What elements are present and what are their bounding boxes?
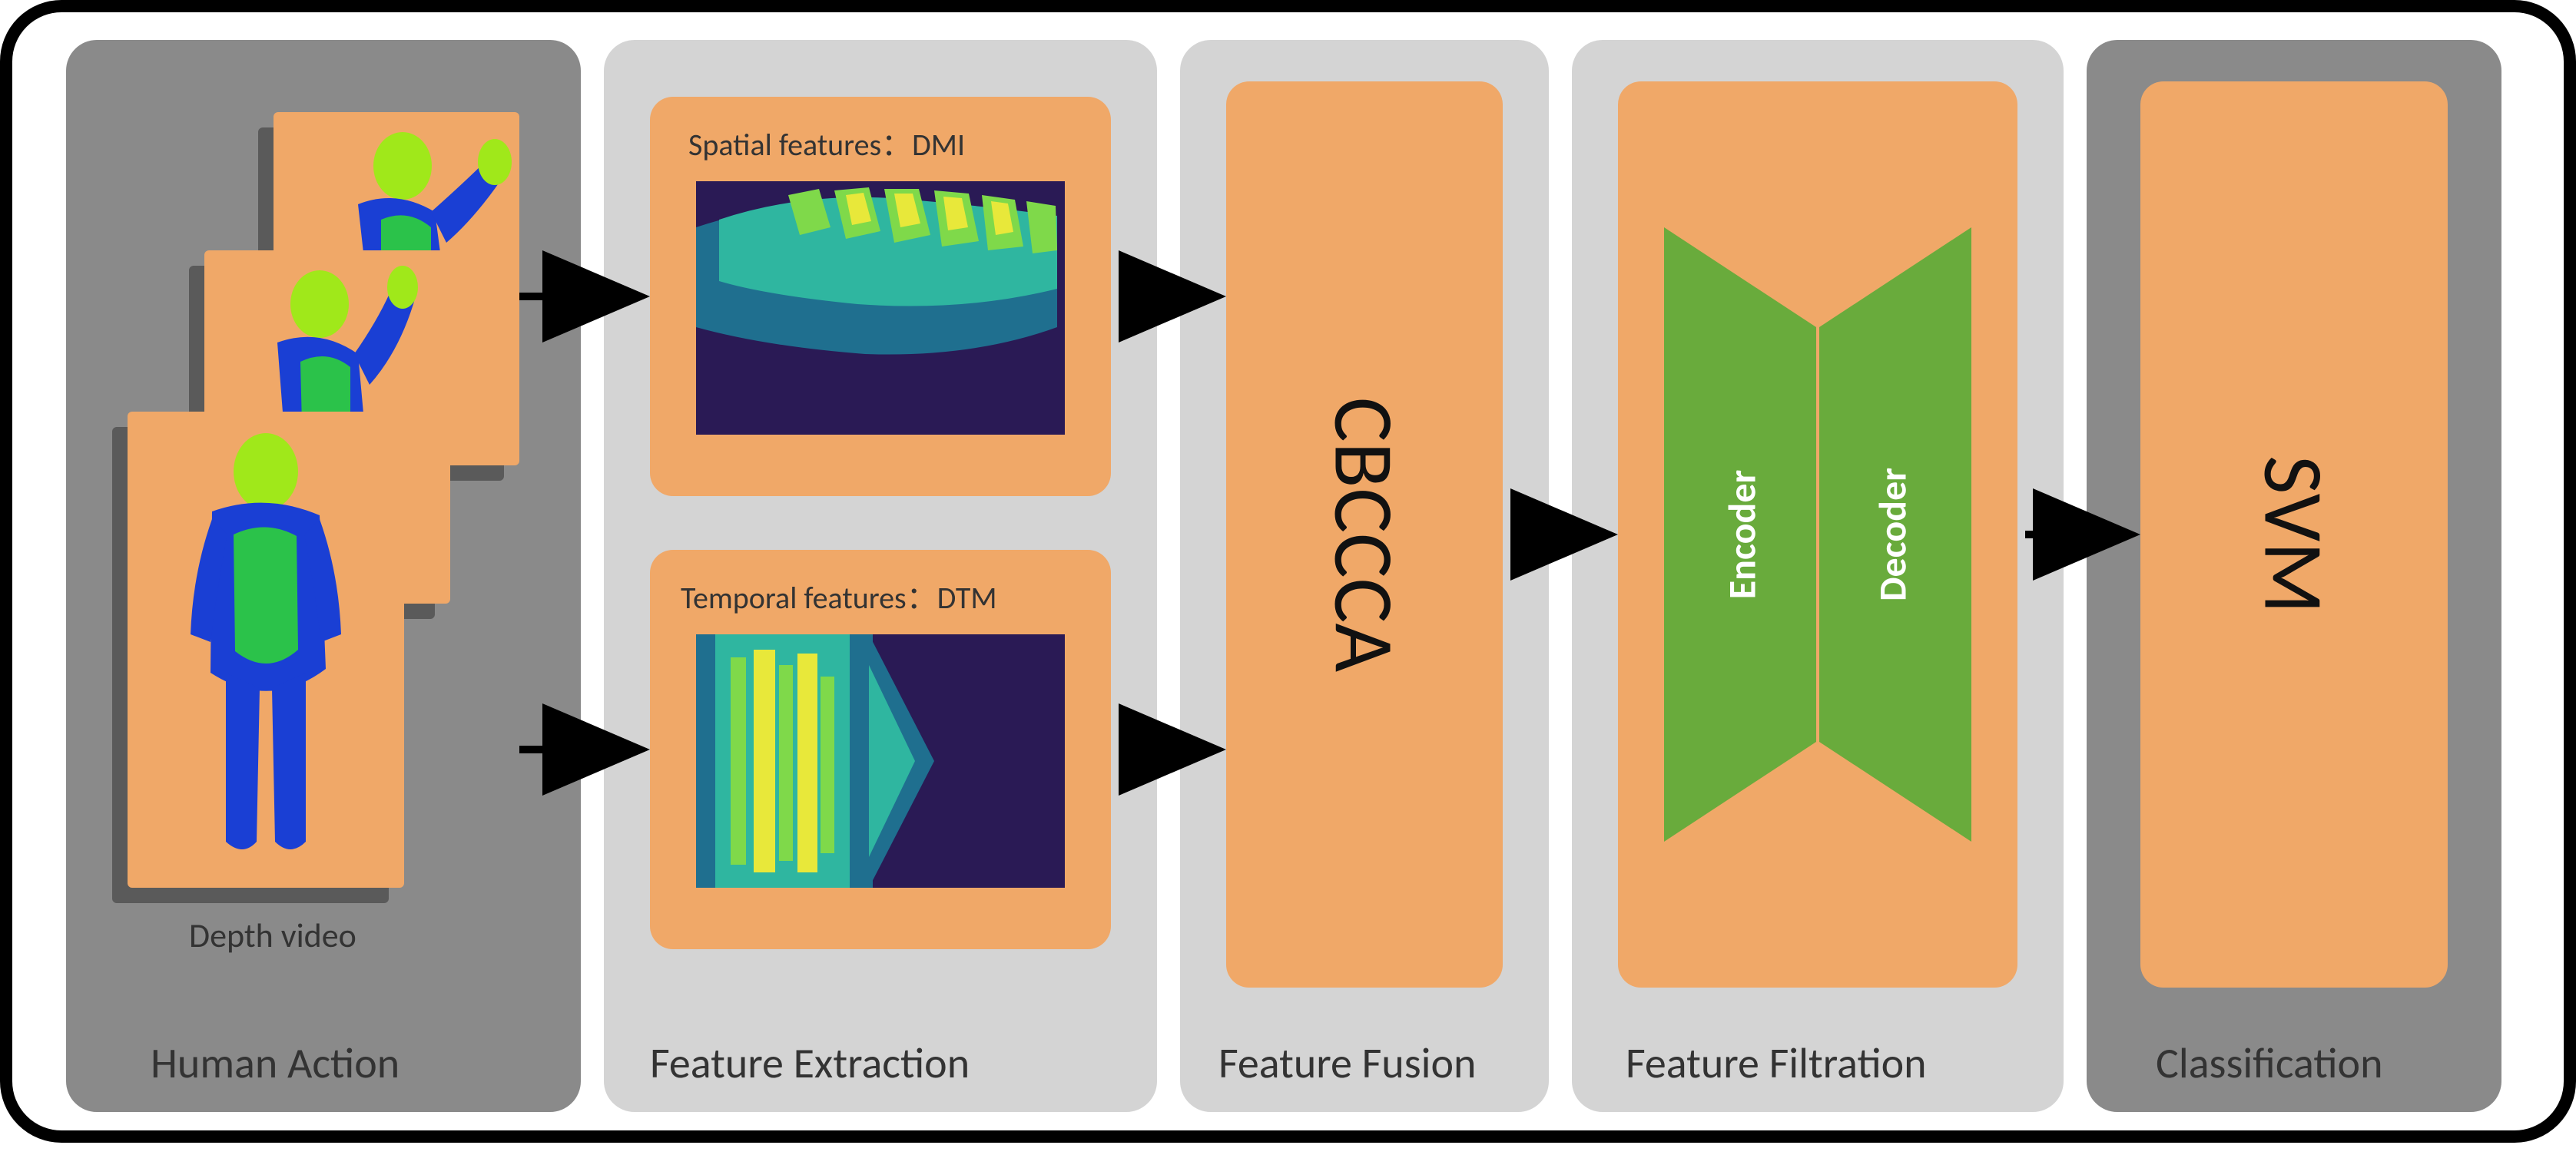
spatial-feature-label: Spatial features：DMI [688, 120, 965, 164]
cbccca-label: CBCCCA [1313, 397, 1417, 672]
svm-block: SVM [2140, 81, 2448, 988]
label-feature-filtration: Feature Filtration [1626, 1038, 1927, 1090]
depth-card-1 [128, 412, 404, 888]
filtration-block: Encoder Decoder [1618, 81, 2017, 988]
encoder-label: Encoder [1719, 470, 1766, 600]
encoder-decoder-icon: Encoder Decoder [1618, 81, 2017, 988]
label-human-action: Human Action [151, 1038, 399, 1090]
label-classification: Classification [2156, 1038, 2383, 1090]
label-feature-fusion: Feature Fusion [1218, 1038, 1476, 1090]
temporal-feature-label: Temporal features：DTM [681, 573, 997, 617]
silhouette-1-icon [128, 412, 404, 888]
cbccca-block: CBCCCA [1226, 81, 1503, 988]
decoder-label: Decoder [1870, 468, 1917, 601]
depth-video-caption: Depth video [189, 915, 356, 956]
pipeline-frame: Human Action Feature Extraction Feature … [0, 0, 2576, 1143]
spatial-feature-box: Spatial features：DMI [650, 97, 1111, 496]
svm-label: SVM [2243, 455, 2346, 614]
label-feature-extraction: Feature Extraction [650, 1038, 970, 1090]
dtm-thumbnail-icon [696, 634, 1065, 888]
temporal-feature-box: Temporal features：DTM [650, 550, 1111, 949]
dmi-thumbnail-icon [696, 181, 1065, 435]
